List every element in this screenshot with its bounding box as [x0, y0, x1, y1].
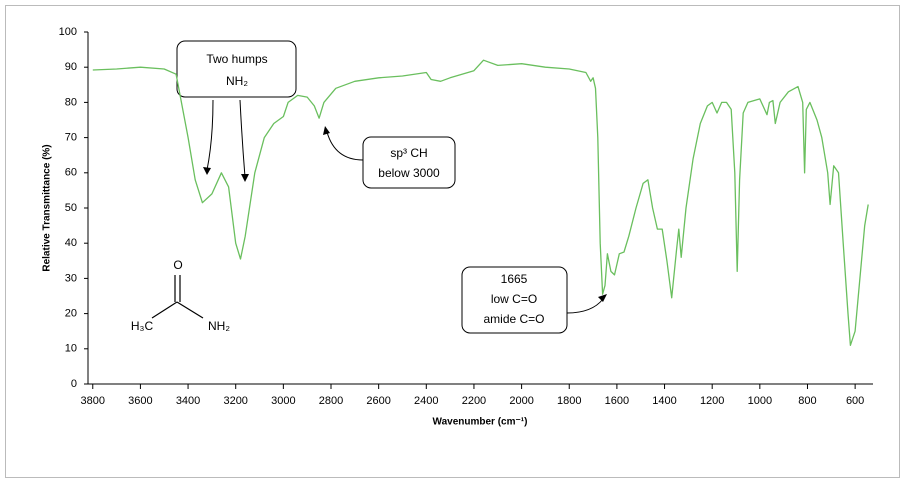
x-tick-label: 2200 — [462, 395, 486, 407]
annotation-text: below 3000 — [378, 166, 440, 180]
annotation-text: sp³ CH — [390, 146, 427, 160]
y-tick-label: 20 — [65, 308, 77, 320]
y-tick-label: 70 — [65, 132, 77, 144]
y-axis-title: Relative Transmittance (%) — [42, 144, 53, 271]
x-tick-label: 2000 — [509, 395, 533, 407]
annotation-text: 1665 — [501, 272, 528, 286]
x-tick-label: 800 — [798, 395, 816, 407]
y-tick-label: 100 — [59, 26, 77, 38]
annotation-text: low C=O — [491, 292, 537, 306]
spectrum-line — [92, 59, 869, 346]
annotation-text: amide C=O — [483, 312, 544, 326]
annotation-text: Two humps — [206, 52, 267, 66]
y-tick-label: 10 — [65, 343, 77, 355]
x-tick-label: 1800 — [557, 395, 581, 407]
arrowhead — [203, 167, 211, 175]
arrow — [326, 131, 364, 161]
y-tick-label: 0 — [71, 378, 77, 390]
x-tick-label: 1000 — [748, 395, 772, 407]
y-tick-label: 60 — [65, 167, 77, 179]
y-tick-label: 50 — [65, 202, 77, 214]
x-tick-label: 3400 — [176, 395, 200, 407]
y-tick-label: 40 — [65, 237, 77, 249]
arrowhead — [241, 174, 249, 182]
atom-label: O — [173, 258, 182, 272]
x-tick-label: 1400 — [652, 395, 676, 407]
bond — [151, 301, 178, 319]
arrowhead — [598, 294, 607, 302]
annotation-box — [176, 40, 297, 98]
x-tick-label: 600 — [846, 395, 864, 407]
x-tick-label: 3600 — [128, 395, 152, 407]
x-tick-label: 1600 — [605, 395, 629, 407]
atom-label: H₃C — [131, 319, 154, 333]
arrow — [566, 298, 604, 314]
y-tick-label: 80 — [65, 96, 77, 108]
bond — [176, 301, 204, 319]
x-tick-label: 2800 — [319, 395, 343, 407]
x-axis-title: Wavenumber (cm⁻¹) — [433, 417, 528, 428]
x-tick-label: 3200 — [223, 395, 247, 407]
y-tick-label: 30 — [65, 272, 77, 284]
arrow — [206, 99, 214, 171]
annotation-text: NH₂ — [226, 74, 248, 88]
x-tick-label: 1200 — [700, 395, 724, 407]
x-tick-label: 2400 — [414, 395, 438, 407]
annotation-box — [461, 266, 568, 334]
arrow — [239, 99, 246, 178]
x-tick-label: 3000 — [271, 395, 295, 407]
y-tick-label: 90 — [65, 61, 77, 73]
x-tick-label: 3800 — [81, 395, 105, 407]
frame — [5, 5, 900, 478]
x-tick-label: 2600 — [366, 395, 390, 407]
arrowhead — [323, 126, 330, 135]
annotation-box — [362, 136, 456, 189]
atom-label: NH₂ — [208, 319, 230, 333]
